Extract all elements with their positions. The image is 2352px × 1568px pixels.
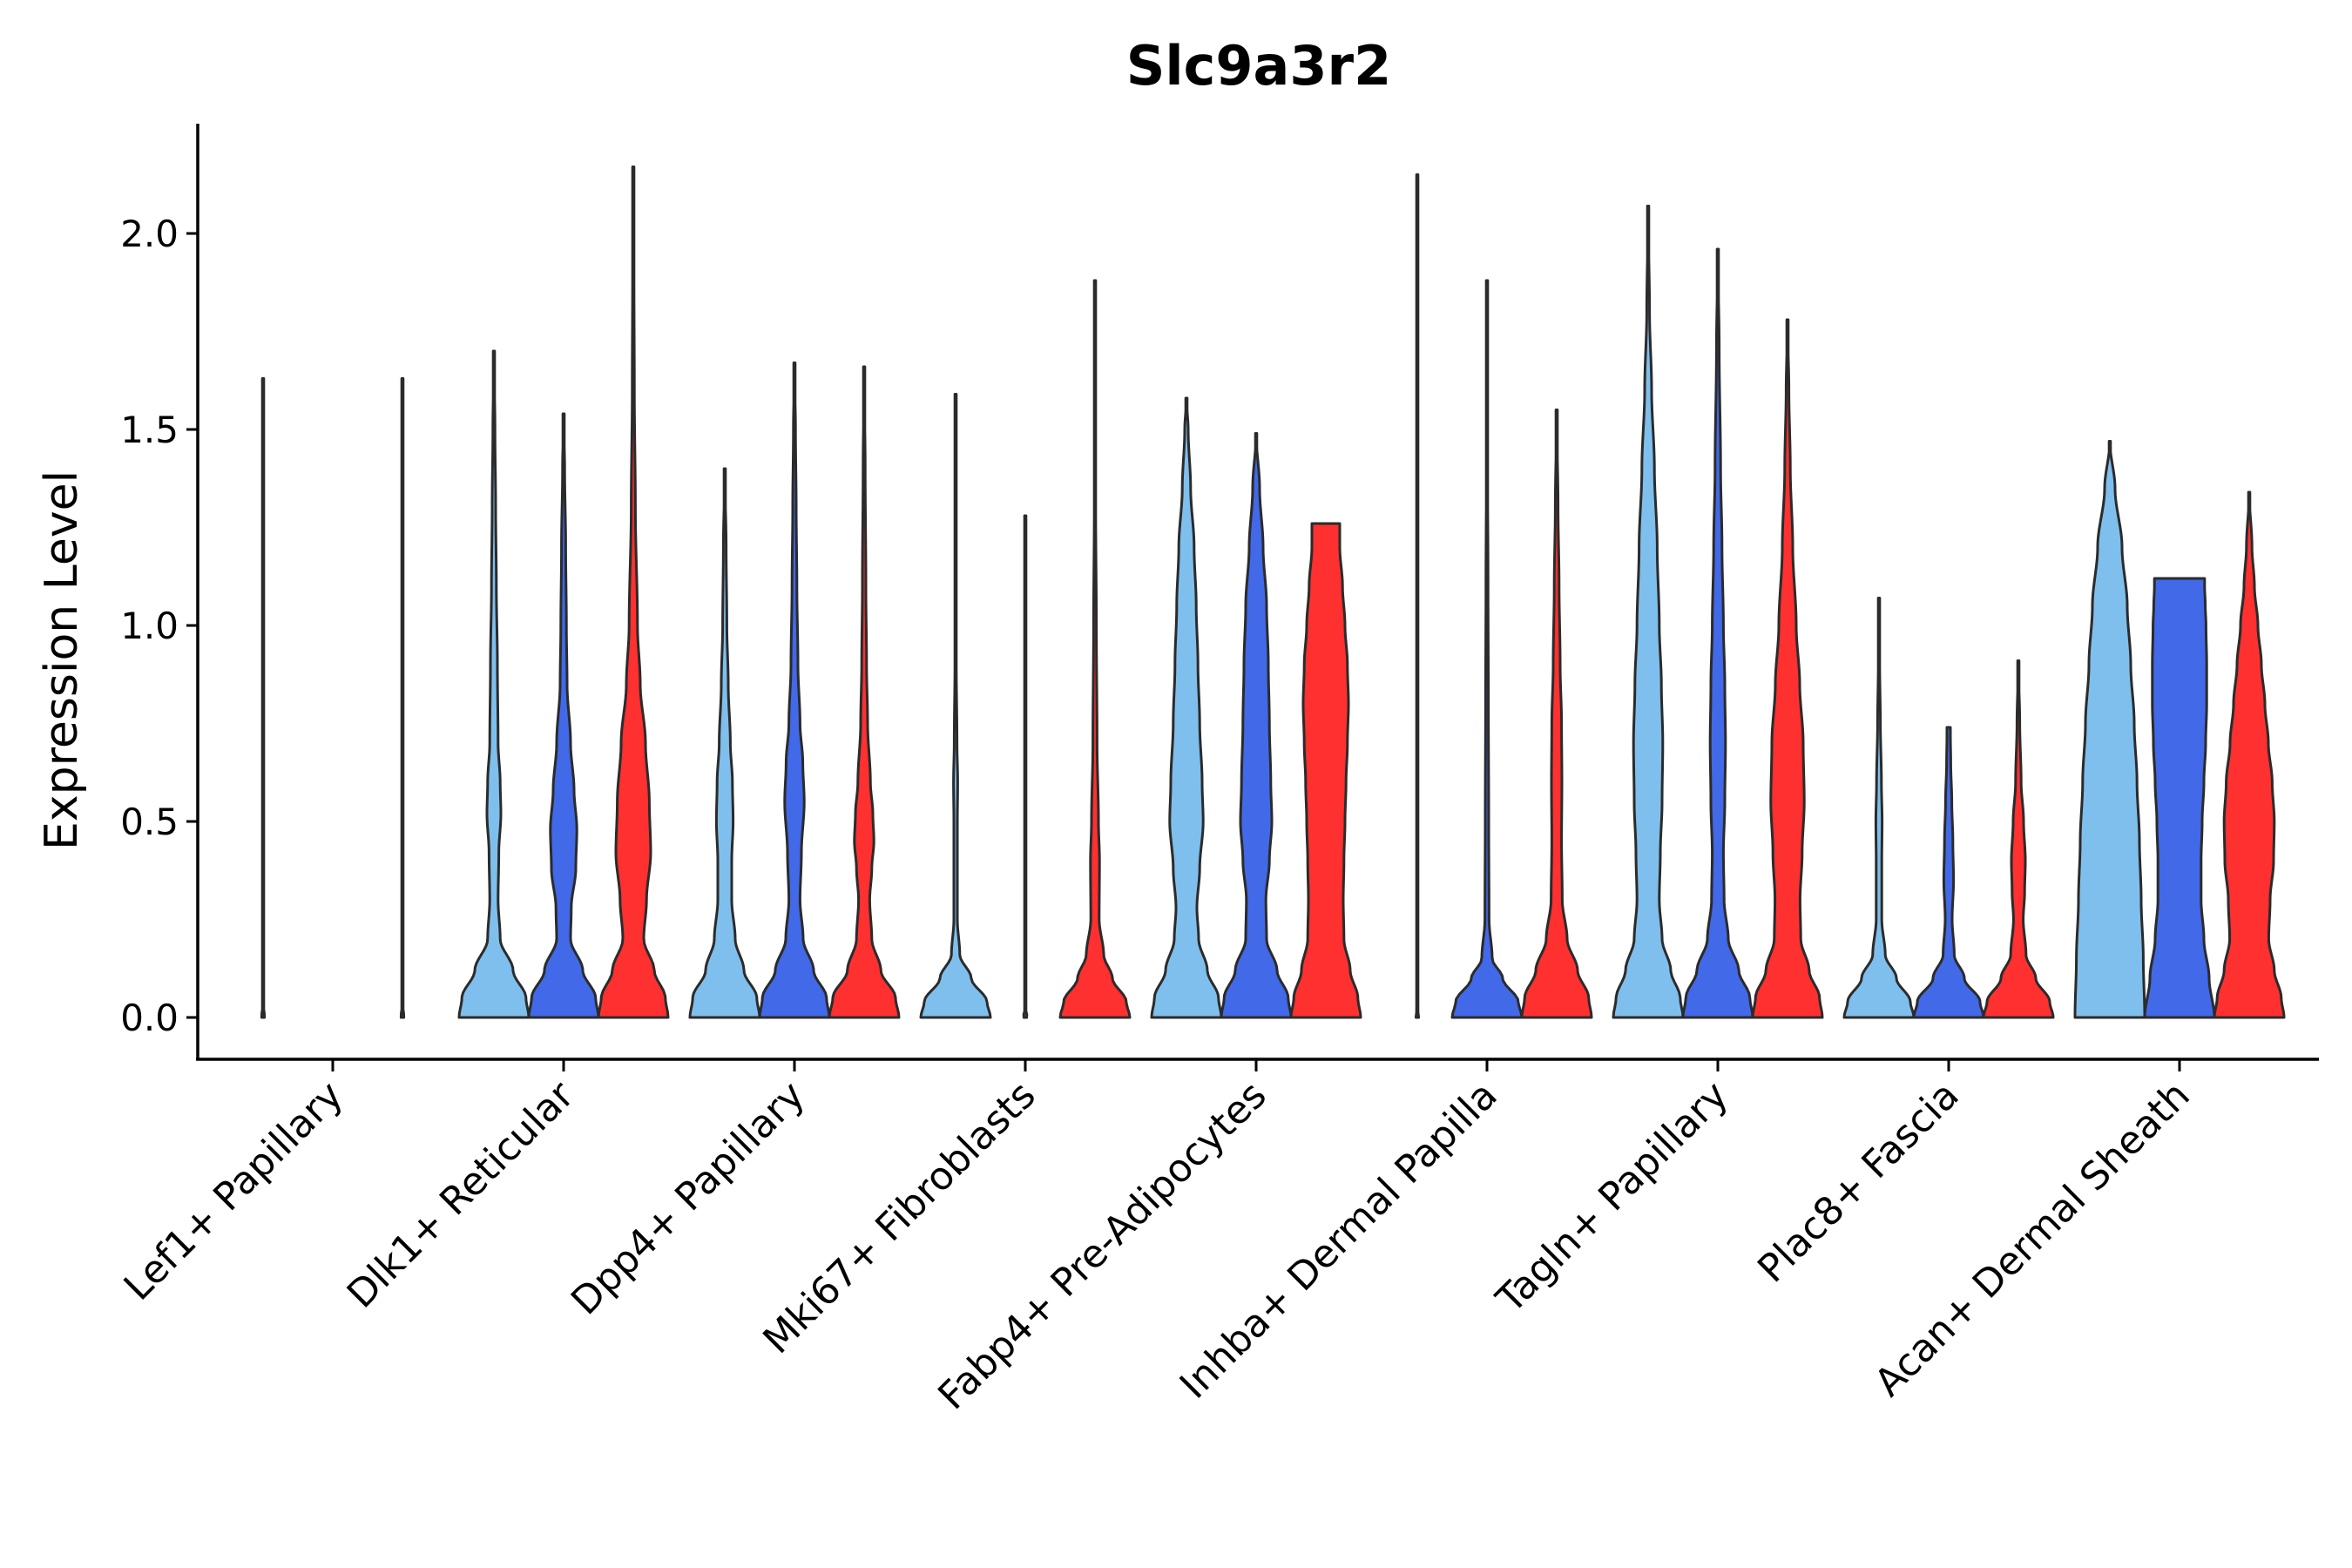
violin-5-0 [1414, 173, 1421, 1019]
x-tick-label: Plac8+ Fascia [1749, 1073, 1968, 1292]
violin-5-1 [1450, 279, 1524, 1019]
violin-7-1 [1912, 726, 1985, 1019]
violin-7-0 [1842, 597, 1916, 1019]
violin-1-2 [597, 166, 670, 1019]
violin-8-0 [2073, 440, 2146, 1019]
y-tick-label: 2.0 [120, 213, 179, 255]
x-tick-label: Dpp4+ Papillary [563, 1073, 814, 1324]
y-axis-label: Expression Level [36, 470, 88, 850]
violin-2-0 [688, 467, 761, 1019]
y-tick-label: 1.5 [120, 409, 179, 451]
violin-1-1 [527, 412, 600, 1019]
x-tick-label: Lef1+ Papillary [116, 1073, 352, 1309]
y-tick-label: 0.0 [120, 997, 179, 1039]
violin-1-0 [457, 349, 531, 1019]
violin-8-1 [2143, 577, 2216, 1019]
violin-6-2 [1751, 318, 1824, 1019]
violin-6-1 [1681, 247, 1754, 1019]
y-tick-label: 1.0 [120, 605, 179, 647]
x-tick-label: Dlk1+ Reticular [339, 1072, 584, 1317]
violin-4-1 [1220, 432, 1293, 1019]
violin-5-2 [1520, 409, 1593, 1019]
violin-8-2 [2213, 490, 2286, 1019]
violin-6-0 [1612, 205, 1685, 1019]
y-tick-label: 0.5 [120, 801, 179, 843]
x-tick-label: Tagln+ Papillary [1488, 1073, 1737, 1322]
violin-3-0 [919, 393, 992, 1019]
violin-0-2 [399, 377, 406, 1019]
violin-4-0 [1150, 396, 1223, 1019]
y-axis-ticks: 0.0 0.5 1.0 1.5 2.0 [120, 213, 198, 1039]
violin-layer [260, 166, 2286, 1019]
violin-4-2 [1289, 522, 1362, 1019]
violin-2-1 [758, 362, 831, 1019]
chart-title: Slc9a3r2 [1126, 34, 1392, 98]
violin-2-2 [828, 365, 901, 1019]
violin-3-1 [1022, 514, 1029, 1019]
violin-3-2 [1058, 279, 1132, 1019]
violin-7-2 [1982, 659, 2055, 1019]
violin-0-0 [260, 377, 267, 1019]
